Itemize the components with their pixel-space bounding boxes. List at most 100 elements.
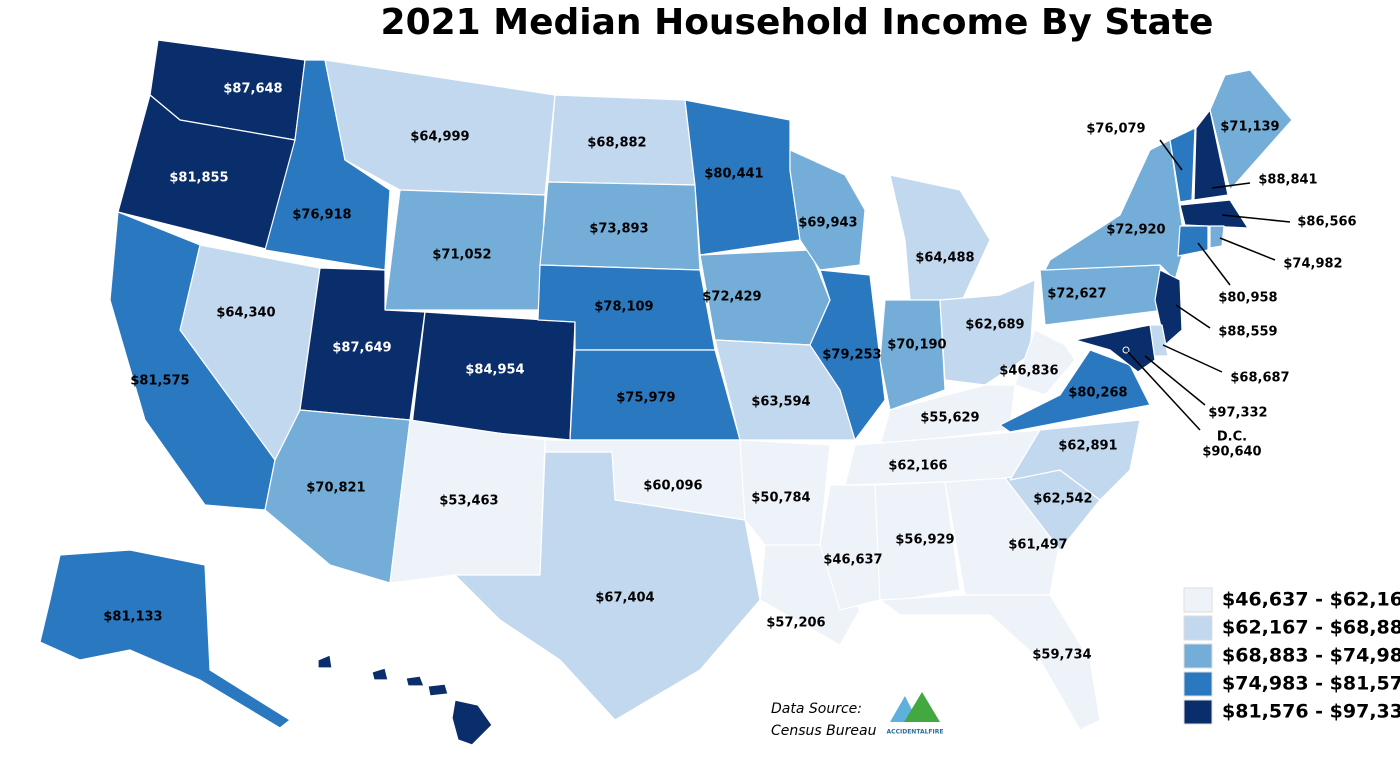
state	[1193, 109, 1229, 201]
state-value-label: $61,497	[1008, 538, 1067, 553]
title: 2021 Median Household Income By State	[381, 2, 1214, 43]
state	[879, 594, 1101, 731]
logo: ACCIDENTALFIRE	[887, 692, 944, 736]
state	[1009, 419, 1141, 501]
legend-label: $81,576 - $97,332	[1222, 701, 1400, 723]
state	[874, 481, 961, 601]
state	[454, 451, 761, 721]
state-value-label: $59,734	[1032, 648, 1091, 663]
state	[317, 654, 493, 746]
state-value-label: $62,689	[965, 318, 1024, 333]
legend-swatch	[1183, 587, 1213, 613]
state-value-label: $60,096	[643, 479, 702, 494]
state-value-label: $74,982	[1283, 257, 1342, 272]
leader-line	[1219, 237, 1276, 261]
state-value-label: $76,079	[1086, 122, 1145, 137]
leader-line	[1162, 344, 1223, 373]
state-value-label: $50,784	[751, 491, 810, 506]
state-value-label: $75,979	[616, 391, 675, 406]
state-value-label: $62,166	[888, 459, 947, 474]
state-value-label: $87,649	[332, 341, 391, 356]
legend: $46,637 - $62,166 $62,167 - $68,882 $68,88…	[1183, 587, 1400, 725]
state-value-label: $78,109	[594, 300, 653, 315]
state-value-label: $67,404	[595, 591, 654, 606]
state	[789, 149, 866, 271]
leader-line	[1127, 351, 1201, 431]
state-value-label: $87,648	[223, 82, 282, 97]
state-value-label: $62,891	[1058, 439, 1117, 454]
state	[39, 549, 291, 729]
state-value-label: $64,488	[915, 251, 974, 266]
state-value-label: $64,999	[410, 130, 469, 145]
state-value-label: $82,199	[368, 710, 427, 725]
source-name: Census Bureau	[771, 723, 877, 739]
state-value-label: $46,836	[999, 364, 1058, 379]
state-value-label: $62,542	[1033, 492, 1092, 507]
state-value-label: $53,463	[439, 494, 498, 509]
leader-line	[1221, 214, 1291, 223]
states	[39, 39, 1293, 746]
state-value-label: $68,687	[1230, 371, 1289, 386]
leader-line	[1197, 242, 1231, 286]
state	[1179, 199, 1249, 229]
state-value-label: $55,629	[920, 411, 979, 426]
legend-swatch	[1183, 615, 1213, 641]
leader-line	[1159, 139, 1183, 171]
state	[1177, 225, 1209, 257]
leader-line	[1211, 182, 1251, 189]
state-value-label: $71,052	[432, 248, 491, 263]
state-value-label: $70,821	[306, 481, 365, 496]
state	[809, 269, 886, 441]
state	[1044, 139, 1186, 281]
state-value-label: $63,594	[751, 395, 810, 410]
state	[944, 477, 1061, 596]
state	[879, 299, 946, 411]
logo-text: ACCIDENTALFIRE	[887, 729, 944, 736]
state-value-label: $72,429	[702, 290, 761, 305]
state-value-label: $72,627	[1047, 287, 1106, 302]
state	[264, 409, 411, 584]
legend-label: $74,983 - $81,575	[1222, 673, 1400, 695]
state-value-label: $64,340	[216, 306, 275, 321]
leader-line	[1144, 355, 1206, 406]
dc-marker	[1122, 346, 1130, 354]
legend-swatch	[1183, 671, 1213, 697]
state-value-label: $71,139	[1220, 120, 1279, 135]
state	[889, 174, 991, 306]
legend-label: $62,167 - $68,882	[1222, 617, 1400, 639]
source-label: Data Source:	[771, 701, 862, 717]
dc-value-label: $90,640	[1202, 445, 1261, 460]
state-value-label: $46,637	[823, 553, 882, 568]
state-value-label: $81,575	[130, 374, 189, 389]
legend-swatch	[1183, 699, 1213, 725]
legend-swatch	[1183, 643, 1213, 669]
state-value-label: $79,253	[822, 348, 881, 363]
state-value-label: $84,954	[465, 363, 524, 378]
state-value-label: $88,559	[1218, 325, 1277, 340]
state	[819, 484, 881, 611]
state	[1169, 127, 1196, 203]
dc-name: D.C.	[1217, 430, 1247, 445]
state-value-label: $70,190	[887, 338, 946, 353]
labels: $87,648 $81,855 $76,918 $64,999 $71,052 $64,3…	[103, 82, 1356, 725]
state	[1014, 329, 1076, 396]
leader-line	[1175, 304, 1211, 329]
state-value-label: $80,958	[1218, 291, 1277, 306]
legend-label: $68,883 - $74,982	[1222, 645, 1400, 667]
state-value-label: $86,566	[1297, 215, 1356, 230]
state	[879, 384, 1016, 446]
state-value-label: $72,920	[1106, 223, 1165, 238]
state	[1209, 69, 1293, 191]
state-value-label: $76,918	[292, 208, 351, 223]
state-value-label: $80,268	[1068, 386, 1127, 401]
state-value-label: $56,929	[895, 533, 954, 548]
state-value-label: $69,943	[798, 216, 857, 231]
state	[1209, 225, 1225, 249]
state-value-label: $57,206	[766, 616, 825, 631]
state-value-label: $88,841	[1258, 173, 1317, 188]
legend-label: $46,637 - $62,166	[1222, 589, 1400, 611]
state-value-label: $80,441	[704, 167, 763, 182]
state-value-label: $97,332	[1208, 406, 1267, 421]
state-value-label: $68,882	[587, 136, 646, 151]
